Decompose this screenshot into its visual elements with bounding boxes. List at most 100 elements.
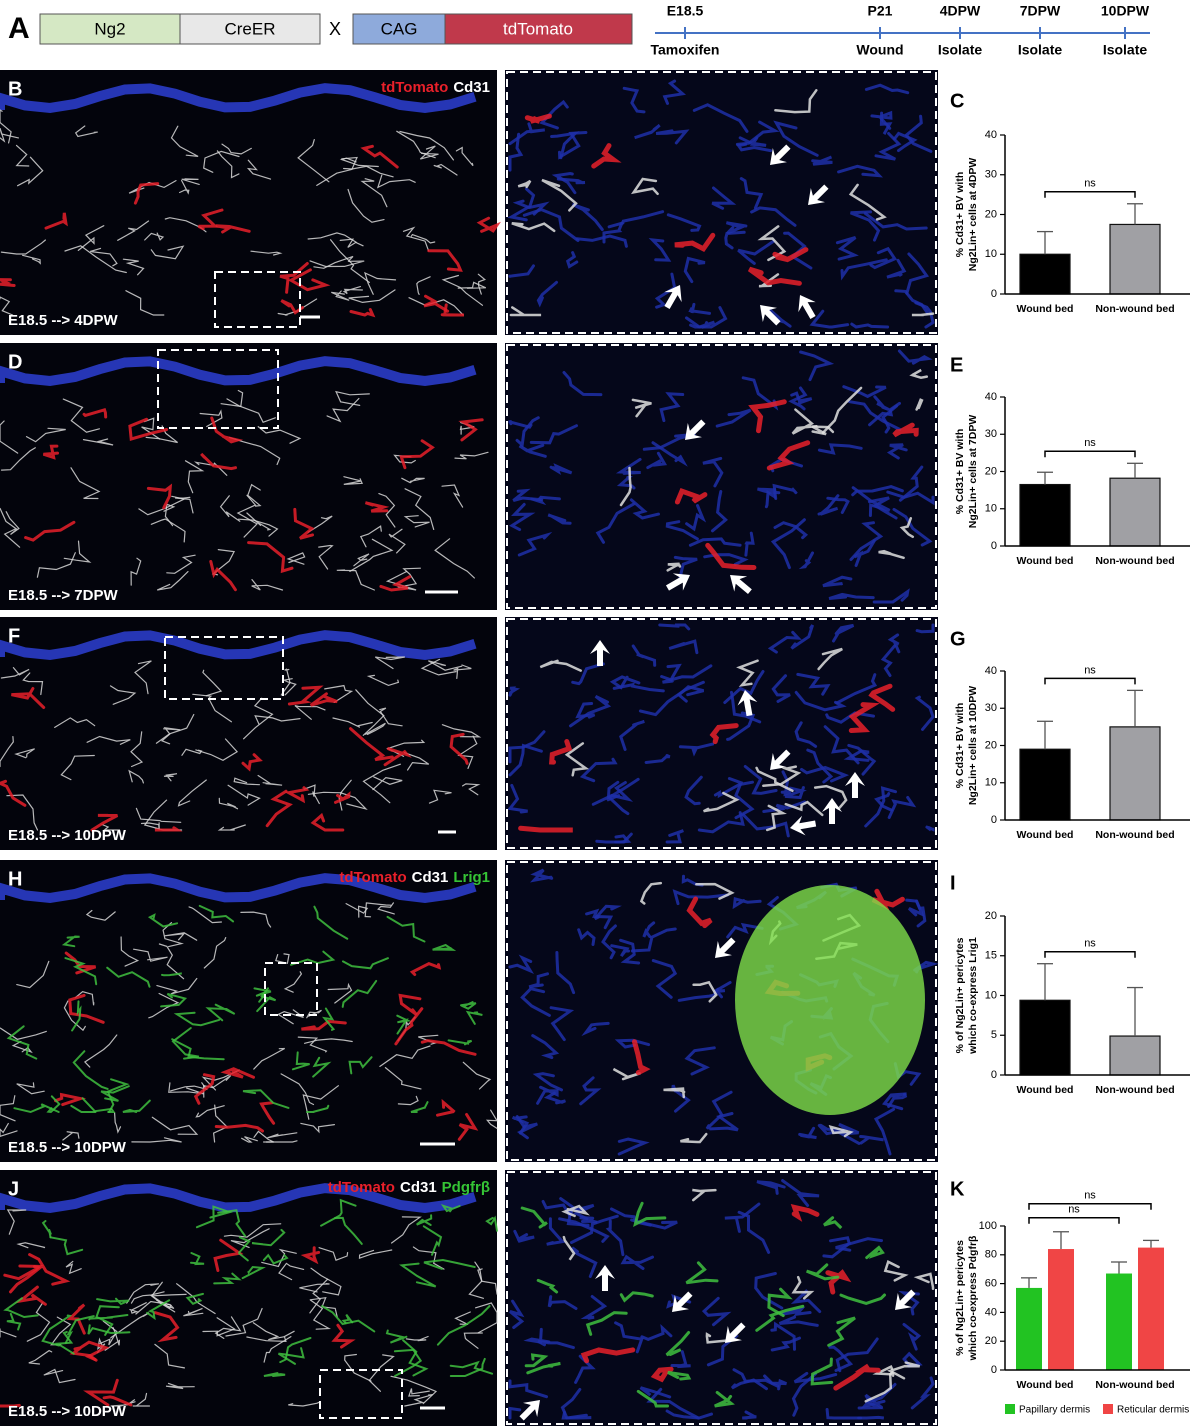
tissue-feature	[202, 669, 223, 697]
tissue-feature	[120, 936, 140, 967]
bar	[1138, 1247, 1164, 1370]
tissue-feature	[277, 1347, 305, 1365]
tissue-feature	[410, 233, 436, 244]
tissue-feature	[408, 297, 464, 316]
arrow-head	[760, 305, 781, 326]
tissue-feature	[666, 562, 682, 572]
tissue-feature	[772, 247, 809, 263]
tissue-feature	[360, 144, 399, 169]
tissue-feature	[184, 460, 205, 494]
y-axis-title: % of Ng2Lin+ pericytes	[954, 1240, 966, 1356]
tissue-feature	[711, 490, 728, 533]
tissue-feature	[428, 660, 463, 671]
tissue-feature	[0, 1095, 16, 1122]
tissue-feature	[205, 1003, 236, 1022]
tissue-feature	[827, 1316, 856, 1347]
tissue-feature	[334, 791, 351, 804]
tissue-feature	[925, 825, 935, 832]
tissue-feature	[593, 904, 622, 921]
tissue-feature	[476, 216, 501, 233]
tissue-feature	[619, 938, 641, 965]
construct-text: tdTomato	[503, 19, 573, 38]
tissue-feature	[668, 639, 699, 655]
tissue-feature	[440, 303, 464, 317]
tissue-feature	[580, 1347, 636, 1364]
tissue-feature	[341, 979, 378, 1008]
tissue-feature	[646, 1387, 700, 1420]
tissue-feature	[347, 188, 385, 223]
bar	[1109, 726, 1161, 821]
tissue-feature	[146, 483, 173, 510]
tissue-feature	[77, 225, 105, 251]
zoom-box	[214, 271, 301, 328]
tissue-feature	[840, 258, 888, 281]
tissue-feature	[851, 486, 891, 517]
tissue-feature	[0, 1328, 17, 1338]
zoom-box	[319, 1369, 403, 1419]
tissue-feature	[333, 1216, 363, 1245]
tissue-feature	[391, 1216, 422, 1244]
micrograph-inset	[505, 617, 938, 850]
tissue-feature	[571, 662, 605, 686]
tissue-feature	[781, 1179, 820, 1207]
tissue-feature	[128, 180, 177, 194]
tissue-feature	[685, 316, 716, 330]
tissue-feature	[74, 125, 98, 138]
tissue-feature	[783, 231, 813, 270]
panel-label: D	[8, 351, 22, 373]
arrow	[725, 1322, 746, 1343]
tissue-feature	[393, 1348, 423, 1377]
tissue-feature	[306, 1104, 330, 1113]
tissue-feature	[348, 1056, 373, 1075]
tissue-feature	[62, 1131, 80, 1141]
tissue-feature	[685, 504, 707, 532]
y-tick-label: 10	[985, 248, 997, 260]
tissue-feature	[730, 690, 762, 724]
tissue-feature	[873, 395, 890, 411]
tissue-feature	[0, 447, 36, 471]
arrow	[672, 1291, 693, 1312]
tissue-feature	[72, 1050, 109, 1090]
tissue-feature	[117, 220, 150, 241]
tissue-feature	[339, 238, 364, 248]
tissue-feature	[620, 1254, 654, 1270]
tissue-feature	[915, 623, 935, 634]
tissue-feature	[659, 392, 685, 423]
tissue-feature	[727, 777, 755, 820]
tissue-feature	[342, 957, 389, 970]
tissue-feature	[331, 1323, 356, 1349]
tissue-feature	[0, 1122, 18, 1138]
y-axis-title: Ng2Lin+ cells at 7DPW	[967, 415, 979, 529]
significance-bracket	[1044, 950, 1136, 958]
tissue-feature	[632, 1039, 651, 1076]
tissue-feature	[529, 868, 554, 883]
tissue-feature	[243, 697, 274, 740]
tissue-feature	[388, 528, 406, 554]
tissue-feature	[811, 425, 835, 436]
tissue-feature	[201, 1069, 240, 1091]
tissue-feature	[713, 780, 754, 799]
tissue-feature	[90, 247, 118, 267]
image-caption: E18.5 --> 10DPW	[8, 1139, 127, 1156]
tissue-feature	[515, 1115, 538, 1140]
tissue-feature	[150, 245, 185, 260]
tissue-feature	[773, 120, 819, 157]
tissue-feature	[379, 1045, 431, 1067]
tissue-feature	[714, 1390, 735, 1408]
tissue-feature	[399, 130, 454, 161]
tissue-feature	[379, 575, 412, 592]
tissue-feature	[849, 521, 884, 561]
tissue-feature	[309, 260, 365, 268]
tissue-feature	[642, 921, 656, 938]
y-axis-title: which co-express Pdgfrβ	[967, 1235, 979, 1361]
tissue-feature	[781, 1306, 812, 1317]
tissue-feature	[261, 1248, 297, 1268]
tissue-feature	[263, 1336, 292, 1363]
tissue-feature	[0, 779, 27, 807]
arrow	[590, 640, 610, 666]
tissue-feature	[310, 1299, 331, 1330]
tissue-feature	[36, 552, 76, 578]
tissue-feature	[579, 1076, 602, 1106]
tissue-feature	[634, 124, 661, 140]
tissue-feature	[195, 738, 239, 761]
